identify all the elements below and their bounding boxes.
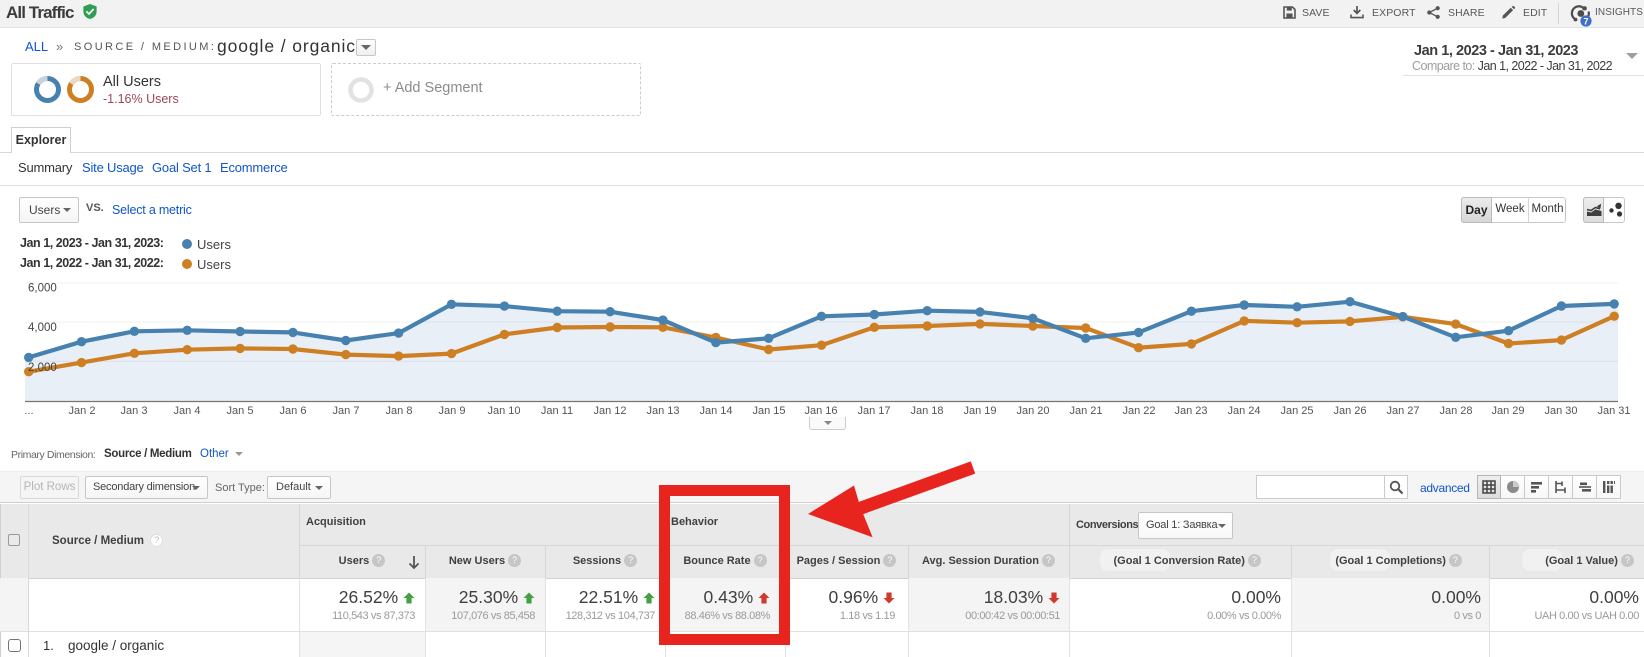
svg-text:Jan 22: Jan 22 <box>1122 405 1155 417</box>
svg-text:Jan 29: Jan 29 <box>1491 405 1524 417</box>
svg-text:Jan 9: Jan 9 <box>439 405 466 417</box>
svg-text:Jan 8: Jan 8 <box>386 405 413 417</box>
svg-text:Jan 20: Jan 20 <box>1016 405 1049 417</box>
svg-text:Jan 12: Jan 12 <box>593 405 626 417</box>
svg-text:Jan 17: Jan 17 <box>857 405 890 417</box>
svg-text:Jan 3: Jan 3 <box>121 405 148 417</box>
svg-text:Jan 11: Jan 11 <box>541 405 573 417</box>
svg-text:Jan 30: Jan 30 <box>1544 405 1577 417</box>
svg-text:Jan 13: Jan 13 <box>646 405 679 417</box>
svg-text:Jan 14: Jan 14 <box>699 405 732 417</box>
svg-text:Jan 2: Jan 2 <box>69 405 96 417</box>
svg-text:Jan 10: Jan 10 <box>487 405 520 417</box>
svg-text:Jan 6: Jan 6 <box>280 405 307 417</box>
svg-text:Jan 5: Jan 5 <box>227 405 254 417</box>
svg-text:Jan 4: Jan 4 <box>174 405 201 417</box>
svg-text:Jan 18: Jan 18 <box>910 405 943 417</box>
svg-text:Jan 24: Jan 24 <box>1227 405 1260 417</box>
svg-text:Jan 31: Jan 31 <box>1597 405 1630 417</box>
svg-text:Jan 23: Jan 23 <box>1174 405 1207 417</box>
svg-text:Jan 7: Jan 7 <box>333 405 360 417</box>
svg-text:Jan 19: Jan 19 <box>963 405 996 417</box>
svg-text:Jan 27: Jan 27 <box>1386 405 1419 417</box>
svg-text:Jan 16: Jan 16 <box>804 405 837 417</box>
svg-text:6,000: 6,000 <box>28 283 57 295</box>
svg-text:7: 7 <box>1583 16 1588 26</box>
svg-text:2,000: 2,000 <box>28 362 57 374</box>
svg-text:...: ... <box>24 405 33 417</box>
svg-text:Jan 25: Jan 25 <box>1280 405 1313 417</box>
svg-text:Jan 15: Jan 15 <box>752 405 785 417</box>
svg-text:Jan 26: Jan 26 <box>1333 405 1366 417</box>
svg-text:Jan 21: Jan 21 <box>1069 405 1102 417</box>
svg-text:4,000: 4,000 <box>28 322 57 334</box>
svg-text:Jan 28: Jan 28 <box>1439 405 1472 417</box>
